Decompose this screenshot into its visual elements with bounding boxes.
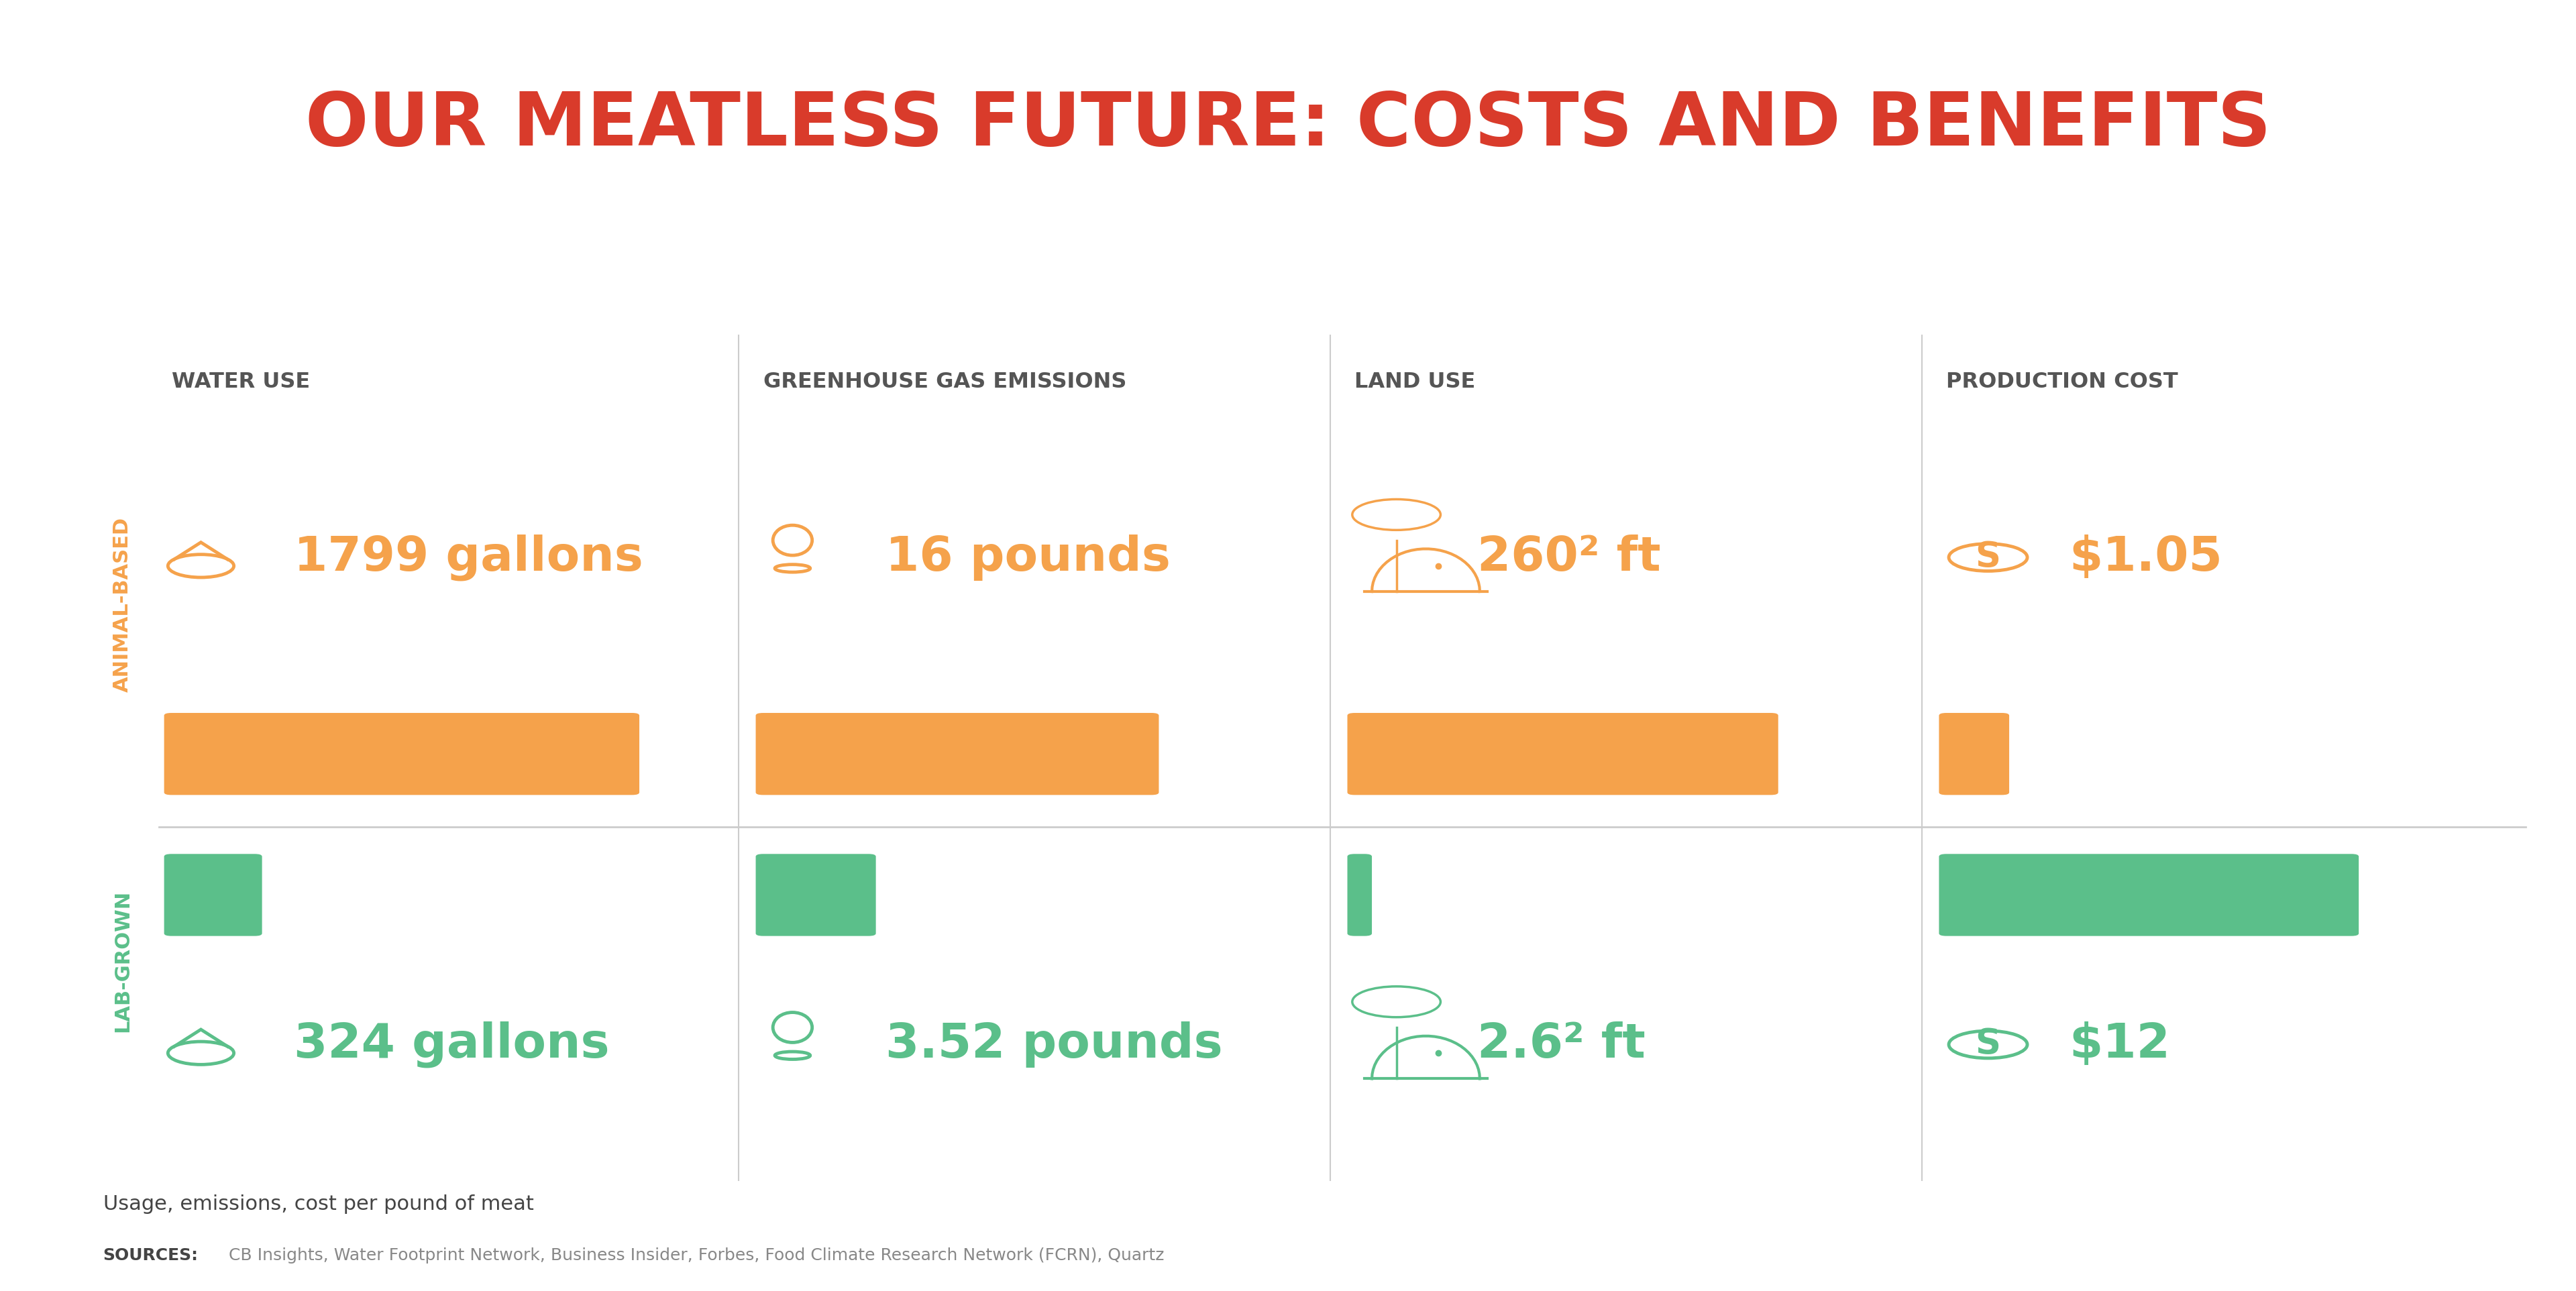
Text: S: S [1976,1028,2002,1062]
Text: SOURCES:: SOURCES: [103,1247,198,1264]
Text: WATER USE: WATER USE [173,372,309,392]
Text: LAB-GROWN: LAB-GROWN [113,889,131,1033]
Text: GREENHOUSE GAS EMISSIONS: GREENHOUSE GAS EMISSIONS [762,372,1126,392]
Text: 3.52 pounds: 3.52 pounds [886,1021,1224,1068]
Text: ANIMAL-BASED: ANIMAL-BASED [113,516,131,692]
Text: CB Insights, Water Footprint Network, Business Insider, Forbes, Food Climate Res: CB Insights, Water Footprint Network, Bu… [229,1247,1164,1264]
Text: $1.05: $1.05 [2069,534,2223,581]
FancyBboxPatch shape [165,853,263,936]
Text: OUR MEATLESS FUTURE: COSTS AND BENEFITS: OUR MEATLESS FUTURE: COSTS AND BENEFITS [304,89,2272,161]
Text: PRODUCTION COST: PRODUCTION COST [1947,372,2179,392]
FancyBboxPatch shape [1940,713,2009,795]
Text: S: S [1976,540,2002,574]
Text: $12: $12 [2069,1021,2169,1068]
FancyBboxPatch shape [1940,853,2360,936]
FancyBboxPatch shape [1347,713,1777,795]
FancyBboxPatch shape [165,713,639,795]
Text: 16 pounds: 16 pounds [886,534,1170,581]
Text: 324 gallons: 324 gallons [294,1021,611,1068]
Text: Resource Comparison of Animal-Based vs. Lab-Grown Meat: Resource Comparison of Animal-Based vs. … [819,212,1757,241]
Text: 260² ft: 260² ft [1476,534,1662,581]
Text: ▪▪ CBINSIGHTS: ▪▪ CBINSIGHTS [1229,22,1347,36]
Text: Usage, emissions, cost per pound of meat: Usage, emissions, cost per pound of meat [103,1194,533,1214]
Text: LAND USE: LAND USE [1355,372,1476,392]
FancyBboxPatch shape [755,853,876,936]
Text: 1799 gallons: 1799 gallons [294,534,644,581]
Text: 2.6² ft: 2.6² ft [1476,1021,1646,1068]
FancyBboxPatch shape [1347,853,1373,936]
FancyBboxPatch shape [755,713,1159,795]
